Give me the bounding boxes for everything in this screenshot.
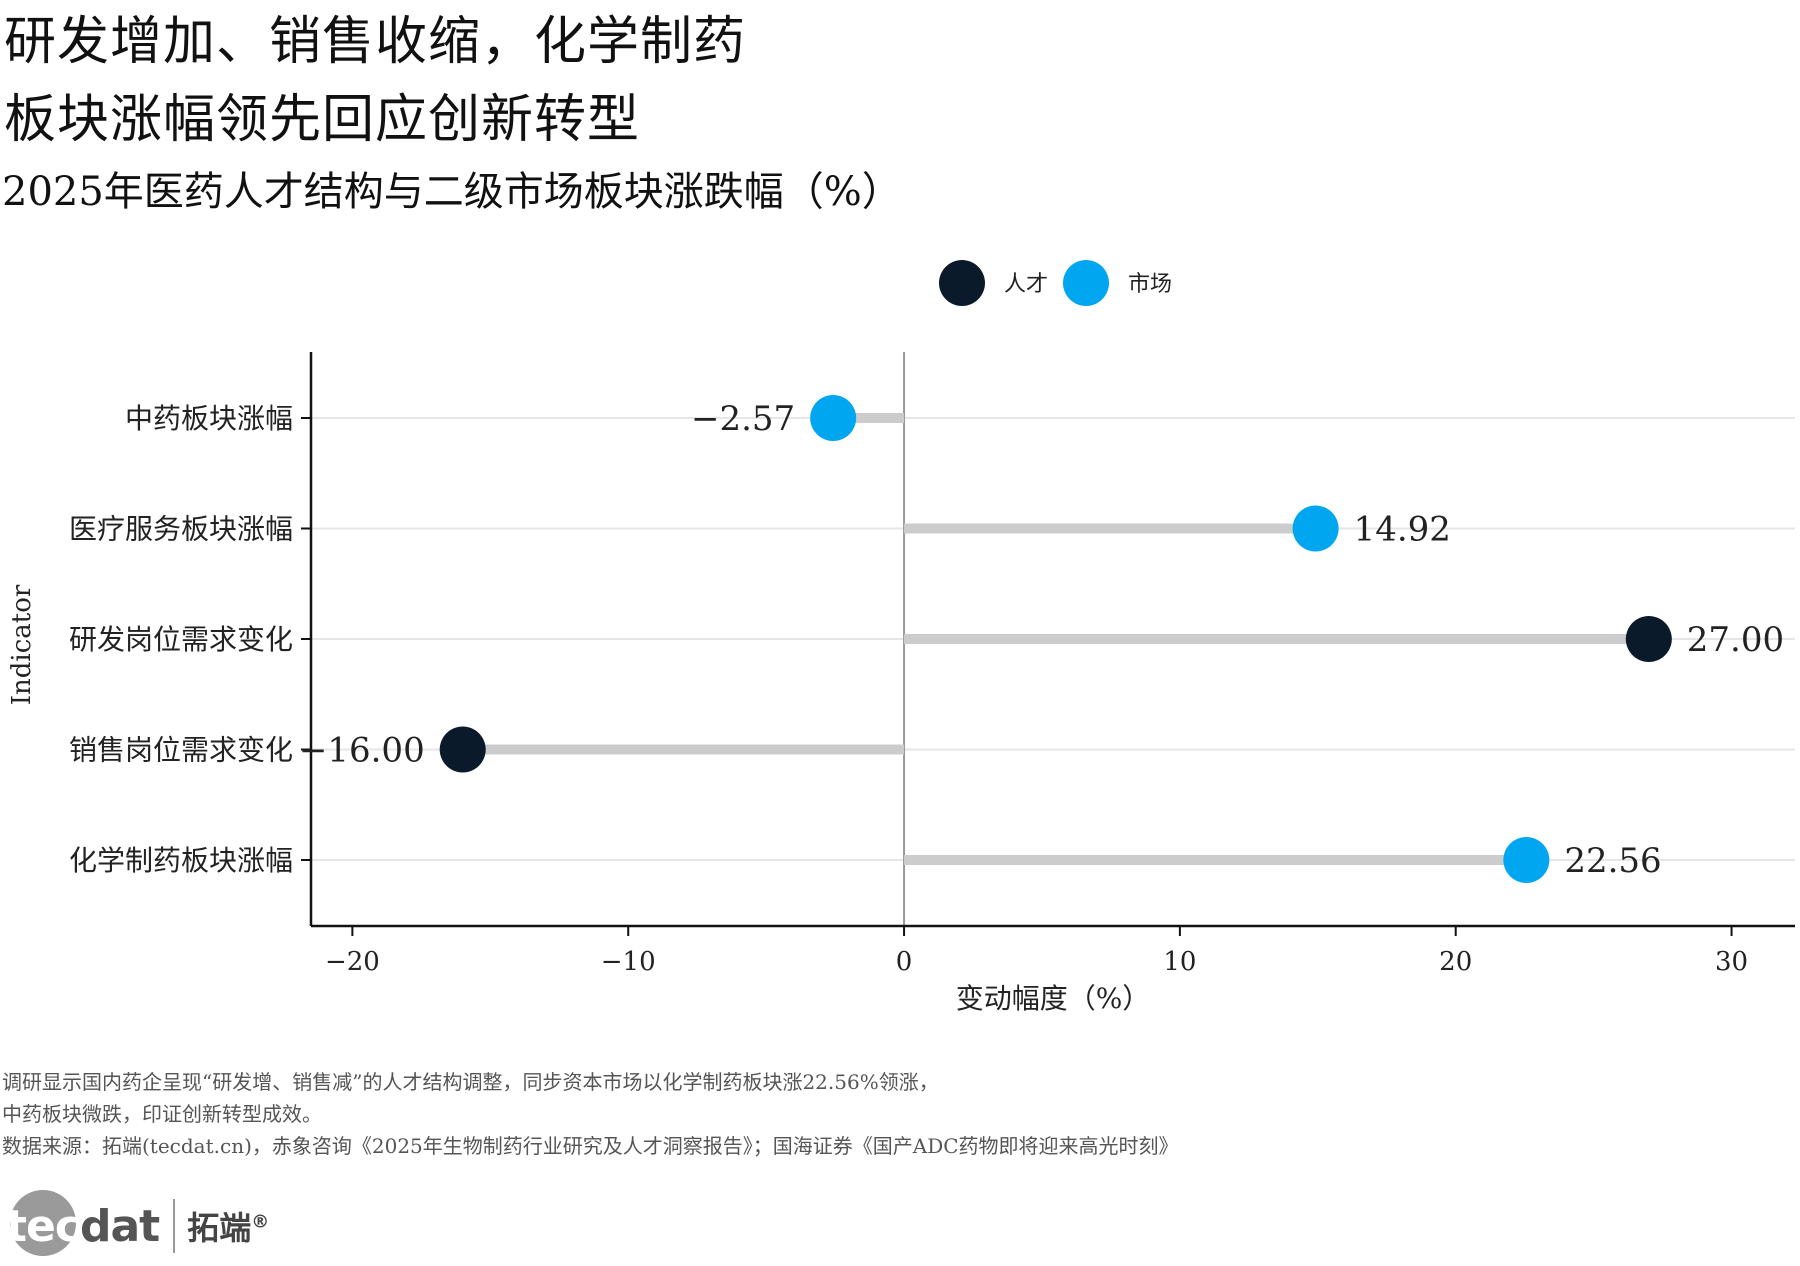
y-tick-label: 中药板块涨幅 — [125, 402, 293, 435]
legend-label-2: 市场 — [1128, 272, 1172, 297]
y-tick-label: 医疗服务板块涨幅 — [69, 513, 293, 546]
x-tick-label: 30 — [1715, 947, 1748, 977]
x-tick-label: −20 — [325, 947, 380, 977]
data-label: 27.00 — [1687, 620, 1784, 660]
logo-wordmark: tecdat — [6, 1200, 160, 1252]
y-tick-label: 化学制药板块涨幅 — [69, 844, 293, 877]
data-label: −16.00 — [299, 731, 425, 771]
legend-swatch-2 — [1063, 260, 1109, 306]
lollipop-point — [439, 726, 486, 773]
x-tick-label: 0 — [896, 947, 913, 977]
chart-title-line-1: 研发增加、销售收缩，化学制药 — [4, 12, 747, 72]
lollipop-point — [1503, 837, 1550, 883]
lollipop-point — [1625, 616, 1672, 662]
chart-title-line-2: 板块涨幅领先回应创新转型 — [4, 90, 641, 150]
lollipop-point — [1292, 505, 1339, 552]
legend-label-1: 人才 — [1004, 272, 1048, 297]
logo-chinese-name: 拓端® — [187, 1209, 270, 1247]
x-tick-label: 10 — [1163, 947, 1196, 977]
x-tick-label: 20 — [1439, 947, 1472, 977]
x-tick-label: −10 — [601, 947, 656, 977]
footnotes: 调研显示国内药企呈现“研发增、销售减”的人才结构调整，同步资本市场以化学制药板块… — [2, 1066, 1179, 1162]
y-tick-label: 研发岗位需求变化 — [69, 623, 293, 656]
y-tick-label: 销售岗位需求变化 — [69, 734, 293, 767]
tecdat-logo: tecdat 拓端® — [6, 1186, 269, 1266]
data-label: 14.92 — [1354, 510, 1451, 550]
lollipop-point — [810, 395, 857, 441]
logo-divider — [173, 1199, 176, 1253]
data-label: 22.56 — [1564, 841, 1661, 881]
data-label: −2.57 — [691, 399, 795, 439]
lollipop-chart: 人才 市场 −20 −10 0 10 20 30 中药板块涨幅医疗服务板块涨幅研发岗位需求变化销… — [7, 260, 1795, 1015]
chart-subtitle: 2025年医药人才结构与二级市场板块涨跌幅（%） — [2, 169, 902, 215]
legend-swatch-1 — [939, 260, 985, 306]
x-axis-title: 变动幅度（%） — [956, 982, 1151, 1015]
y-axis-title: Indicator — [7, 584, 37, 705]
footnote-line-2: 中药板块微跌，印证创新转型成效。 — [2, 1102, 322, 1126]
logo-circle-mark — [10, 1190, 76, 1256]
data-source-note: 数据来源：拓端(tecdat.cn)，赤象咨询《2025年生物制药行业研究及人才… — [2, 1134, 1179, 1158]
footnote-line-1: 调研显示国内药企呈现“研发增、销售减”的人才结构调整，同步资本市场以化学制药板块… — [2, 1070, 939, 1094]
